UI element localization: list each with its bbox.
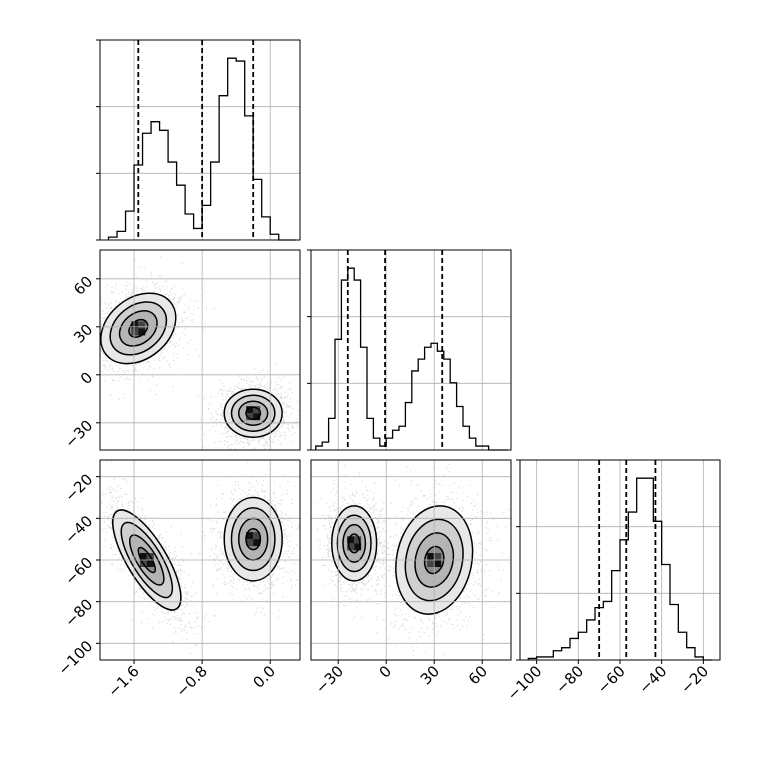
contour-line <box>404 518 464 602</box>
contour-line <box>237 400 269 426</box>
scatter-panel-p0-p1: −30 0 30 60 <box>61 249 301 452</box>
histogram-step-line <box>527 477 712 661</box>
x-tick-label: −60 <box>594 662 629 697</box>
contour-line <box>109 301 168 356</box>
density-peak-cell <box>253 413 261 421</box>
density-peak-cell <box>434 553 442 560</box>
density-peak-cell <box>138 328 146 336</box>
density-peak-cell <box>131 328 139 336</box>
contour-line <box>347 533 361 554</box>
contour-line <box>137 546 157 574</box>
histogram-panel-p2 <box>516 459 721 661</box>
x-tick-label: −1.6 <box>104 662 142 700</box>
contour-line <box>128 318 149 338</box>
y-tick-label: −40 <box>61 512 96 547</box>
x-tick-label: 0.0 <box>249 662 279 692</box>
contour-line <box>223 496 283 582</box>
x-tick-label: −0.8 <box>172 662 210 700</box>
density-peak-cell <box>427 553 435 560</box>
contour-line <box>112 509 182 611</box>
contour-line <box>100 292 177 365</box>
histogram-panel-p1 <box>307 249 512 451</box>
density-peak-cell <box>138 321 146 329</box>
density-peak-cell <box>354 536 362 544</box>
contour-line <box>245 406 262 420</box>
y-tick-label: −30 <box>61 416 96 451</box>
y-tick-label: −60 <box>61 554 96 589</box>
density-peak-cell <box>246 406 254 414</box>
histogram-panel-p0 <box>96 39 301 241</box>
contour-line <box>223 388 283 438</box>
panel-frame <box>310 249 512 451</box>
density-peak-cell <box>354 543 362 551</box>
panel-frame <box>99 249 301 451</box>
x-tick-label: 60 <box>465 662 491 688</box>
contour-line <box>245 528 262 551</box>
histogram-step-line <box>315 267 508 451</box>
panel-frame <box>99 39 301 241</box>
x-tick-label: −80 <box>552 662 587 697</box>
density-peak-cell <box>427 560 435 567</box>
x-tick-label: 30 <box>417 662 443 688</box>
contour-line <box>342 523 367 563</box>
x-tick-label: −20 <box>677 662 712 697</box>
density-peak-cell <box>347 543 355 551</box>
contour-line <box>129 534 165 586</box>
panel-content <box>100 256 300 450</box>
contour-line <box>395 505 474 615</box>
contour-line <box>336 514 372 573</box>
x-tick-label: −40 <box>635 662 670 697</box>
contour-line <box>414 532 455 588</box>
scatter-panel-p1-p2 <box>310 459 512 661</box>
contour-line <box>118 310 158 347</box>
density-peak-cell <box>253 539 261 547</box>
density-peak-cell <box>131 321 139 329</box>
y-tick-label: 0 <box>77 368 96 387</box>
density-peak-cell <box>139 553 147 560</box>
contour-line <box>230 507 276 572</box>
x-tick-label: −100 <box>504 662 546 704</box>
density-peak-cell <box>246 532 254 540</box>
density-peak-cell <box>246 413 254 421</box>
density-peak-cell <box>253 532 261 540</box>
density-peak-cell <box>146 560 154 567</box>
y-tick-label: 60 <box>70 272 96 298</box>
density-peak-cell <box>253 406 261 414</box>
y-tick-label: −20 <box>61 470 96 505</box>
histogram-step-line <box>107 57 296 241</box>
density-peak-cell <box>347 536 355 544</box>
scatter-panel-p0-p2: −100 −80 −60 −40 −20 <box>55 459 301 679</box>
y-tick-label: −100 <box>55 637 97 679</box>
x-tick-label: 0 <box>376 662 395 681</box>
density-peak-cell <box>246 539 254 547</box>
density-peak-cell <box>434 560 442 567</box>
y-tick-label: 30 <box>70 320 96 346</box>
panel-frame <box>310 459 512 661</box>
contour-line <box>331 505 378 582</box>
panel-background <box>100 40 300 240</box>
y-tick-label: −80 <box>61 595 96 630</box>
x-tick-label: −30 <box>312 662 347 697</box>
panel-background <box>311 250 511 450</box>
contour-line <box>423 545 445 575</box>
contour-line <box>230 394 276 432</box>
